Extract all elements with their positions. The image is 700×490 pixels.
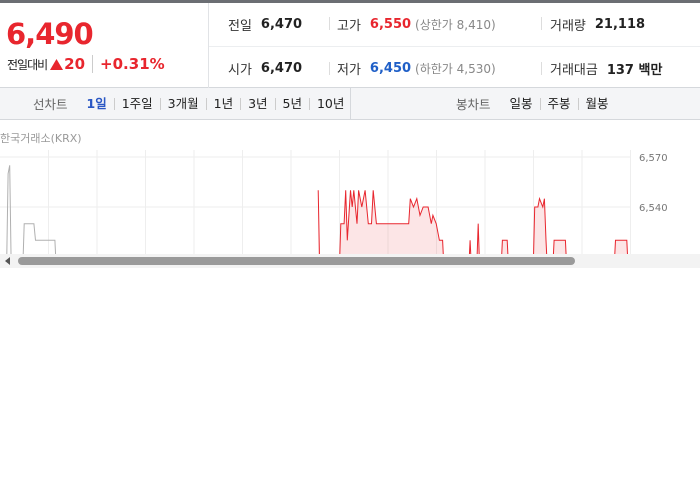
- stat-value: 137 백만: [606, 63, 663, 78]
- stat: 전일 6,470: [228, 3, 302, 46]
- data-source: 한국거래소(KRX): [0, 132, 82, 145]
- tab[interactable]: 월봉: [577, 97, 616, 110]
- tab[interactable]: 1주일: [113, 97, 160, 110]
- stat-label: 전일: [228, 19, 252, 34]
- y-tick-label: 6,570: [639, 153, 668, 164]
- tab[interactable]: 3개월: [159, 97, 206, 110]
- tab[interactable]: 주봉: [539, 97, 578, 110]
- line-tabs: 선차트 1일 1주일 3개월 1년 3년 5년 10년: [33, 88, 351, 119]
- change-value: 20: [64, 55, 86, 73]
- tab[interactable]: 5년: [274, 97, 309, 110]
- change-rate: +0.31%: [92, 55, 165, 73]
- tab[interactable]: 3년: [240, 97, 274, 110]
- plot-area: [6, 165, 628, 254]
- tab[interactable]: 일봉: [509, 95, 533, 111]
- stat: 저가 6,450 (하한가 4,530): [337, 47, 496, 90]
- price-box: 6,490 전일대비 20 +0.31%: [0, 3, 209, 88]
- candle-tabs: 봉차트 일봉 주봉 월봉: [456, 88, 616, 119]
- separator: [329, 17, 330, 30]
- separator: [541, 62, 542, 75]
- change-label: 전일대비: [7, 57, 48, 72]
- change-line: 전일대비 20 +0.31%: [7, 55, 165, 73]
- tab[interactable]: 1년: [205, 97, 240, 110]
- up-triangle: [50, 58, 64, 70]
- separator: [541, 17, 542, 30]
- stat-limit: (하한가 4,530): [415, 62, 496, 76]
- stat: 거래량 21,118: [550, 3, 645, 46]
- price-line: [317, 190, 628, 254]
- stat: 거래대금 137 백만: [550, 47, 662, 90]
- tab-group-label: 봉차트: [456, 97, 491, 112]
- price-line: [6, 165, 57, 254]
- scrollbar-thumb[interactable]: [18, 257, 575, 265]
- stat-label: 거래량: [550, 19, 586, 34]
- y-tick-label: 6,510: [639, 253, 668, 264]
- separator: [329, 62, 330, 75]
- stat-value: 6,470: [260, 17, 303, 32]
- scroll-left-arrow[interactable]: [5, 257, 10, 265]
- stat-label: 고가: [337, 19, 361, 34]
- tab[interactable]: 1일: [86, 95, 107, 111]
- y-axis: 6,570 6,540 6,510: [639, 153, 668, 264]
- y-tick-label: 6,540: [639, 203, 668, 214]
- tab-group-label: 선차트: [33, 97, 68, 112]
- tab[interactable]: 10년: [308, 97, 351, 110]
- stat-label: 저가: [337, 63, 361, 78]
- stat-value: 6,450: [369, 61, 412, 76]
- stat-value: 21,118: [594, 17, 646, 32]
- stat-label: 시가: [228, 63, 252, 78]
- stat: 시가 6,470: [228, 47, 302, 90]
- quote-panel: 6,490 전일대비 20 +0.31% 전일 6,470 고가 6,550 (상한가…: [0, 0, 700, 88]
- stat-limit: (상한가 8,410): [415, 18, 496, 32]
- stat: 고가 6,550 (상한가 8,410): [337, 3, 496, 46]
- stat-label: 거래대금: [550, 63, 598, 78]
- tab-divider: [350, 88, 351, 119]
- current-price: 6,490: [6, 17, 94, 51]
- area: [318, 190, 628, 254]
- stat-value: 6,550: [369, 17, 412, 32]
- row-divider: [209, 46, 700, 47]
- stat-value: 6,470: [260, 61, 303, 76]
